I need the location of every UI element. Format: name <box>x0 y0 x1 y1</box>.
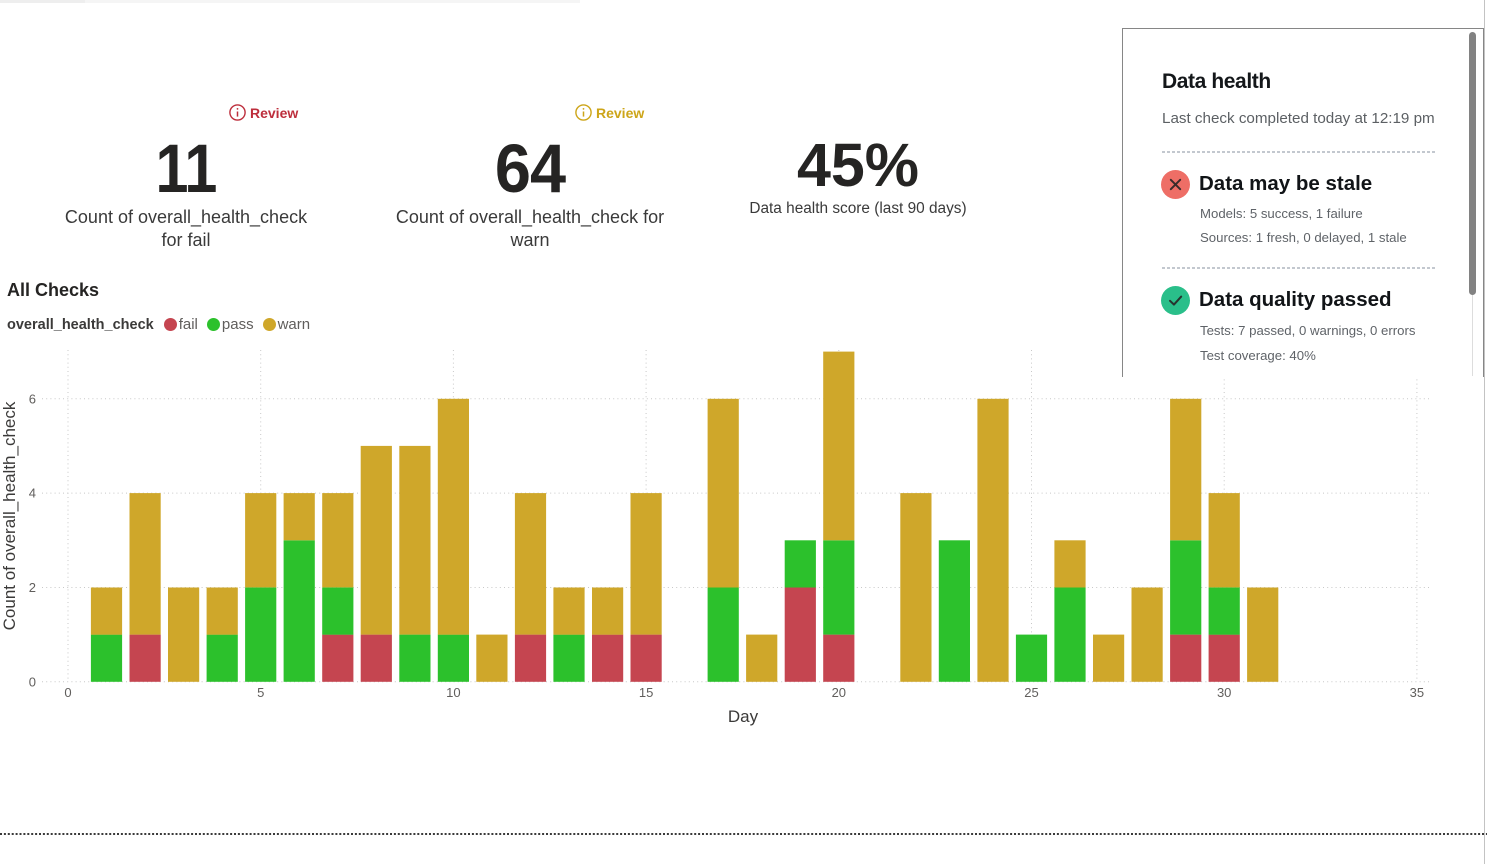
svg-text:10: 10 <box>446 685 460 700</box>
svg-text:25: 25 <box>1024 685 1038 700</box>
svg-text:4: 4 <box>29 486 36 501</box>
svg-text:0: 0 <box>64 685 71 700</box>
svg-text:2: 2 <box>29 580 36 595</box>
svg-text:5: 5 <box>257 685 264 700</box>
svg-text:0: 0 <box>29 674 36 689</box>
svg-text:Count of overall_health_check: Count of overall_health_check <box>0 401 19 630</box>
svg-text:6: 6 <box>29 391 36 406</box>
svg-text:20: 20 <box>832 685 846 700</box>
svg-text:15: 15 <box>639 685 653 700</box>
svg-text:35: 35 <box>1410 685 1424 700</box>
svg-text:30: 30 <box>1217 685 1231 700</box>
svg-text:Day: Day <box>728 707 759 726</box>
